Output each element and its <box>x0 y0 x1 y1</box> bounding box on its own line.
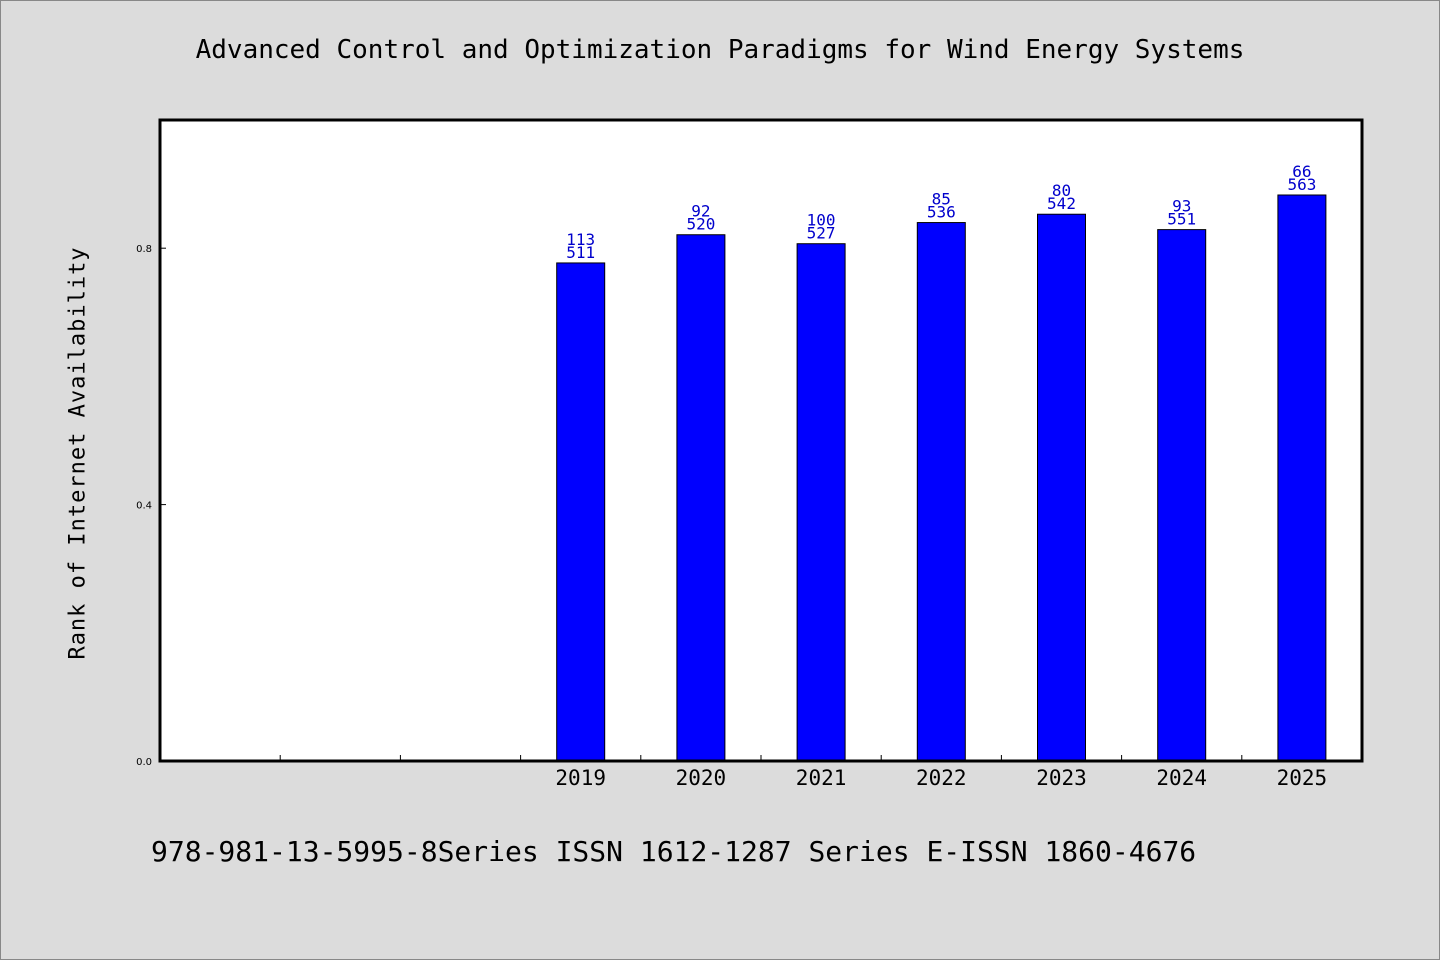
bar-label-bottom: 563 <box>1287 175 1316 194</box>
bar-label-top: 113 <box>566 230 595 249</box>
bar <box>1157 229 1207 762</box>
bar <box>916 222 966 762</box>
x-tick-label: 2019 <box>555 766 606 790</box>
x-tick-label: 2022 <box>916 766 967 790</box>
bar-label-top: 100 <box>807 211 836 230</box>
bar <box>1037 213 1086 762</box>
chart-title: Advanced Control and Optimization Paradi… <box>195 35 1245 65</box>
bar-label-top: 85 <box>932 190 951 209</box>
bar-label-bottom: 536 <box>927 203 956 222</box>
bar-label-top: 92 <box>691 202 710 221</box>
bar-label-bottom: 551 <box>1167 210 1196 229</box>
bar <box>556 262 606 762</box>
bar-label-top: 80 <box>1052 181 1071 200</box>
y-tick-label: 0.8 <box>136 244 152 255</box>
x-tick-label: 2020 <box>676 766 727 790</box>
bar-label-top: 66 <box>1292 162 1311 181</box>
bar-label-bottom: 542 <box>1047 194 1076 213</box>
y-tick-label: 0.4 <box>136 501 152 512</box>
x-tick-label: 2023 <box>1036 766 1087 790</box>
bar <box>1277 194 1327 762</box>
bar-label-top: 93 <box>1172 197 1191 216</box>
y-tick-label: 0.0 <box>136 757 152 768</box>
x-tick-label: 2021 <box>796 766 847 790</box>
bar-label-bottom: 511 <box>566 243 595 262</box>
bar-label-bottom: 520 <box>686 215 715 234</box>
x-tick-label: 2024 <box>1156 766 1207 790</box>
plot-frame <box>158 118 1364 763</box>
bar <box>796 243 846 762</box>
footer-issn-text: 978-981-13-5995-8Series ISSN 1612-1287 S… <box>151 835 1197 868</box>
x-tick-label: 2025 <box>1277 766 1328 790</box>
bar <box>676 234 726 762</box>
bar-label-bottom: 527 <box>807 224 836 243</box>
